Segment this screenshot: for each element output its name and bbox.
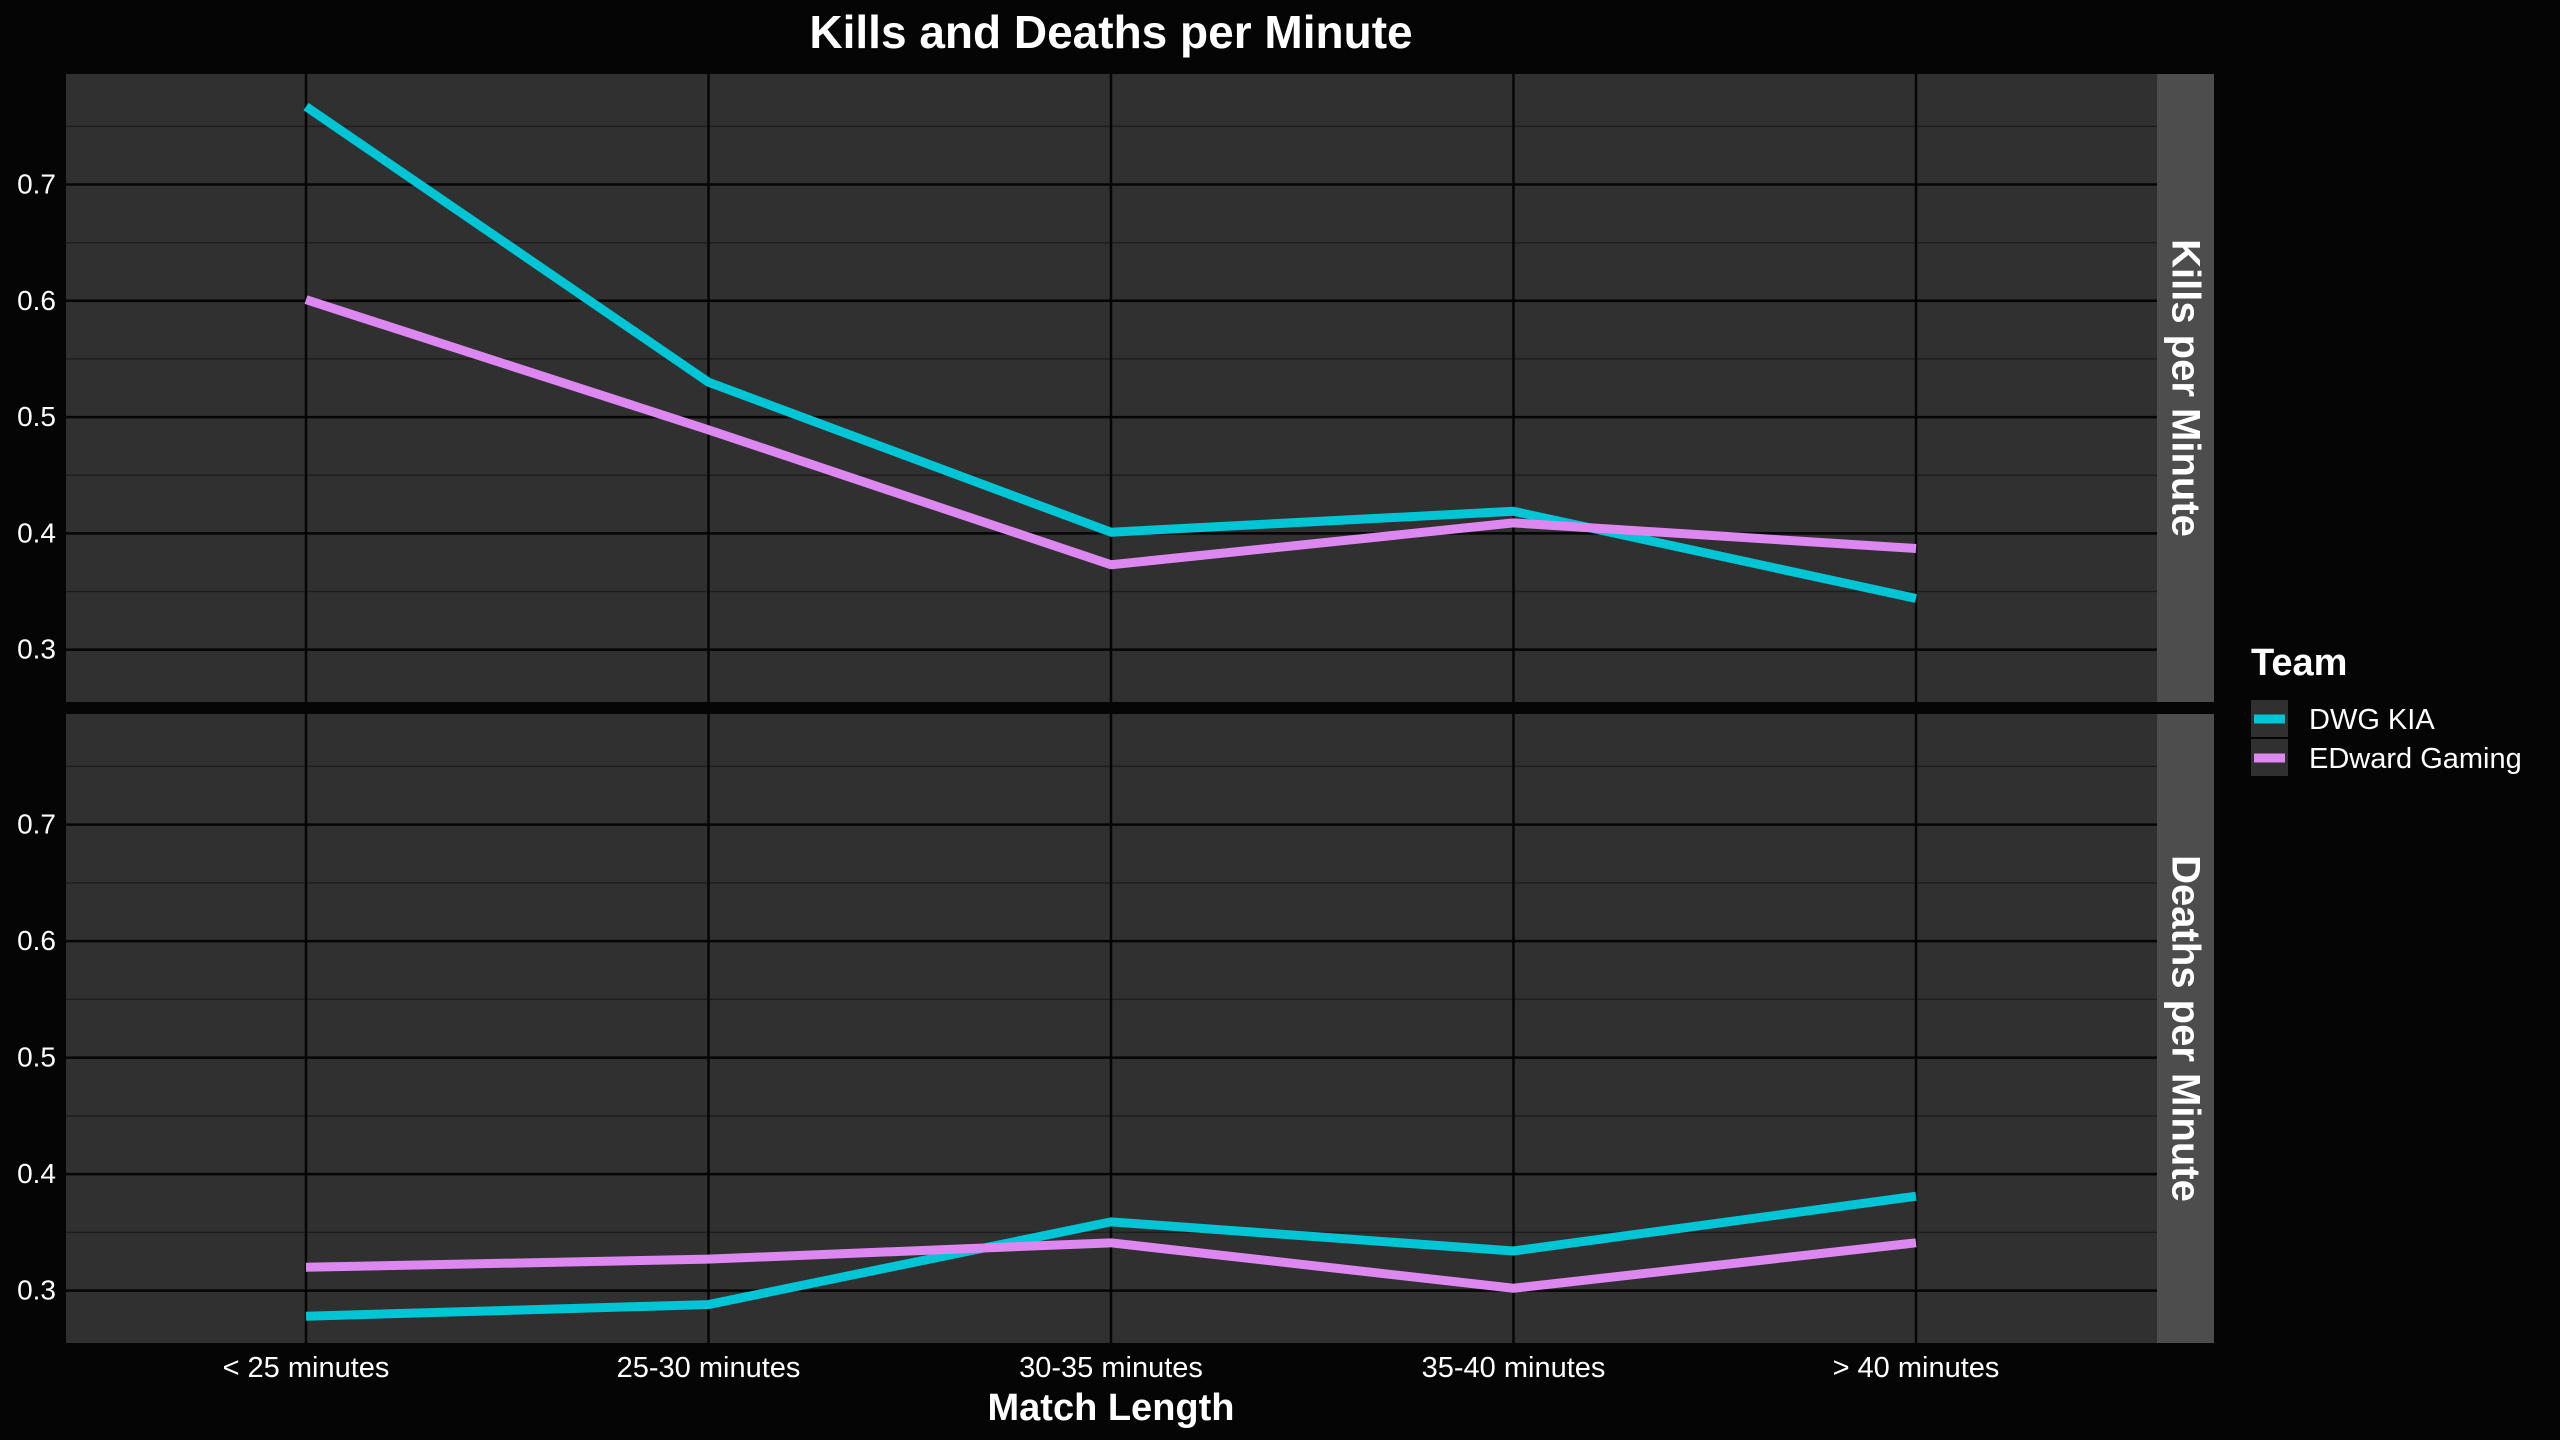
facet-panels: 0.3 0.4 0.5 0.6 0.7 Kills per Minute 0.3 0.4 0.5… bbox=[17, 74, 2214, 1343]
y-tick-label: 0.4 bbox=[17, 517, 56, 548]
series-line-edward-gaming bbox=[305, 1238, 1917, 1293]
facet-strip-label: Kills per Minute bbox=[2164, 239, 2208, 537]
y-tick-label: 0.6 bbox=[17, 285, 56, 316]
y-tick-label: 0.3 bbox=[17, 634, 56, 665]
y-tick-label: 0.5 bbox=[17, 1042, 56, 1073]
facet-strip-label: Deaths per Minute bbox=[2164, 855, 2208, 1202]
x-tick-label: 25-30 minutes bbox=[617, 1352, 801, 1384]
x-tick-label: < 25 minutes bbox=[223, 1352, 390, 1384]
series-line-dwg-kia bbox=[303, 102, 1917, 603]
legend-title: Team bbox=[2251, 642, 2347, 684]
legend-label: DWG KIA bbox=[2309, 704, 2435, 736]
panel-deaths-per-minute: 0.3 0.4 0.5 0.6 0.7 Deaths per Minute bbox=[17, 714, 2214, 1343]
panel-kills-per-minute: 0.3 0.4 0.5 0.6 0.7 Kills per Minute bbox=[17, 74, 2214, 702]
legend: Team DWG KIA EDward Gaming bbox=[2251, 642, 2522, 776]
x-axis: < 25 minutes 25-30 minutes 30-35 minutes 35… bbox=[223, 1352, 2000, 1384]
facet-strip bbox=[2157, 714, 2214, 1343]
facet-strip bbox=[2157, 74, 2214, 702]
series-line-dwg-kia bbox=[305, 1191, 1917, 1321]
series-line-edward-gaming bbox=[304, 295, 1917, 570]
y-tick-label: 0.7 bbox=[17, 809, 56, 840]
y-tick-label: 0.7 bbox=[17, 168, 56, 199]
y-tick-label: 0.3 bbox=[17, 1275, 56, 1306]
x-tick-label: 30-35 minutes bbox=[1019, 1352, 1203, 1384]
x-tick-label: 35-40 minutes bbox=[1422, 1352, 1606, 1384]
y-tick-label: 0.5 bbox=[17, 401, 56, 432]
y-tick-label: 0.4 bbox=[17, 1158, 56, 1189]
x-tick-label: > 40 minutes bbox=[1833, 1352, 2000, 1384]
x-axis-title: Match Length bbox=[988, 1387, 1235, 1429]
chart-title: Kills and Deaths per Minute bbox=[809, 6, 1412, 58]
legend-label: EDward Gaming bbox=[2309, 743, 2522, 775]
y-tick-label: 0.6 bbox=[17, 925, 56, 956]
